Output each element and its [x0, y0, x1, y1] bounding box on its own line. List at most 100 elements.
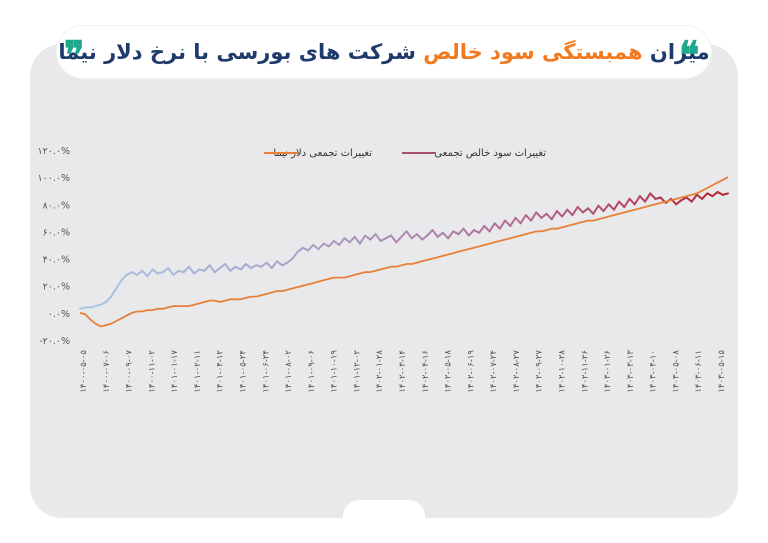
- x-tick-label: ۱۴۰۰-۰۵-۰۵: [79, 350, 89, 393]
- profit-series-segment: [457, 227, 465, 236]
- profit-series-segment: [498, 219, 507, 230]
- x-tick-label: ۱۴۰۳-۰۶-۱۱: [694, 350, 704, 393]
- profit-series-segment: [104, 295, 113, 303]
- x-tick-label: ۱۴۰۲-۰۶-۱۹: [466, 350, 476, 393]
- profit-series-segment: [571, 206, 579, 217]
- profit-series-segment: [623, 197, 631, 208]
- profit-series-segment: [685, 196, 693, 203]
- profit-series-segment: [307, 244, 315, 252]
- x-tick-label: ۱۴۰۳-۰۴-۱۰: [649, 350, 659, 393]
- profit-series-segment: [358, 234, 367, 245]
- profit-series-segment: [203, 264, 211, 272]
- y-tick-label: ۶۰.۰%: [43, 227, 70, 238]
- y-tick-label: -۲۰.۰%: [39, 336, 70, 347]
- profit-series-segment: [597, 204, 605, 213]
- chart-card: [30, 44, 738, 518]
- y-tick-label: ۱۰۰.۰%: [38, 173, 70, 184]
- x-tick-label: ۱۴۰۱-۰۸-۰۲: [284, 350, 294, 393]
- profit-series-segment: [426, 229, 434, 237]
- x-tick-label: ۱۴۰۲-۱۰-۲۸: [558, 350, 568, 393]
- profit-series-segment: [701, 192, 709, 200]
- profit-series-segment: [244, 263, 253, 270]
- x-tick-label: ۱۴۰۱-۰۹-۰۶: [307, 350, 317, 393]
- y-tick-label: ۲۰.۰%: [43, 282, 70, 293]
- x-tick-label: ۱۴۰۱-۰۵-۲۴: [239, 350, 249, 393]
- title-banner: میزان همبستگی سود خالص شرکت های بورسی با…: [57, 26, 711, 78]
- title-part-1: میزان: [642, 40, 710, 64]
- profit-series-segment: [270, 260, 278, 270]
- profit-series-segment: [317, 242, 325, 251]
- x-tick-label: ۱۴۰۳-۰۵-۰۸: [671, 350, 681, 393]
- profit-series-segment: [353, 235, 361, 245]
- x-tick-label: ۱۴۰۳-۰۱-۲۶: [603, 350, 613, 393]
- profit-series-segment: [576, 206, 584, 214]
- profit-series-segment: [364, 234, 372, 241]
- profit-series-segment: [436, 231, 444, 238]
- profit-series-segment: [286, 257, 294, 264]
- profit-series-segment: [400, 230, 408, 238]
- x-tick-label: ۱۴۰۲-۰۴-۱۶: [421, 350, 431, 393]
- x-tick-label: ۱۴۰۱-۱۰-۱۹: [330, 350, 340, 393]
- profit-series-segment: [690, 193, 698, 203]
- profit-series-segment: [110, 287, 118, 298]
- profit-series-segment: [390, 234, 398, 244]
- profit-series-segment: [410, 233, 418, 240]
- profit-series-segment: [260, 261, 268, 268]
- y-tick-label: ۰.۰%: [48, 309, 70, 320]
- profit-series-segment: [483, 225, 491, 233]
- x-tick-label: ۱۴۰۱-۰۲-۱۱: [193, 350, 203, 393]
- profit-series-segment: [146, 268, 154, 278]
- x-tick-label: ۱۴۰۱-۰۴-۱۲: [216, 350, 226, 393]
- profit-series-segment: [275, 260, 284, 267]
- profit-series-segment: [229, 265, 237, 272]
- profit-series-segment: [327, 239, 336, 248]
- profit-series-segment: [561, 208, 569, 218]
- profit-series-segment: [441, 231, 450, 240]
- profit-series-segment: [421, 234, 429, 241]
- profit-series-segment: [618, 200, 626, 208]
- profit-series-segment: [524, 214, 533, 222]
- profit-series-segment: [265, 261, 273, 270]
- profit-series-segment: [333, 239, 341, 246]
- quote-open-icon: ❞: [64, 32, 85, 77]
- profit-series-segment: [711, 191, 719, 198]
- x-tick-label: ۱۴۰۲-۱۱-۲۶: [580, 350, 590, 393]
- profit-series-segment: [296, 246, 304, 253]
- quote-close-icon: ❝: [679, 32, 700, 77]
- profit-series-segment: [218, 263, 227, 270]
- profit-series-segment: [239, 263, 247, 271]
- profit-series-segment: [535, 211, 543, 219]
- profit-series-segment: [540, 212, 548, 219]
- profit-series-segment: [612, 200, 621, 211]
- profit-series-segment: [395, 235, 403, 244]
- x-tick-label: ۱۴۰۳-۰۵-۱۵: [717, 350, 727, 393]
- profit-series-segment: [120, 273, 128, 282]
- profit-series-segment: [721, 192, 729, 196]
- profit-series-segment: [566, 208, 574, 217]
- x-tick-label: ۱۴۰۲-۰۵-۱۸: [444, 350, 454, 393]
- profit-series-segment: [224, 263, 232, 272]
- profit-series-segment: [193, 268, 201, 275]
- profit-series-segment: [555, 210, 564, 218]
- profit-series-segment: [592, 204, 600, 215]
- x-tick-label: ۱۴۰۳-۰۳-۱۳: [626, 350, 636, 393]
- profit-series-segment: [602, 203, 610, 213]
- profit-series-segment: [628, 197, 636, 206]
- profit-series-segment: [161, 267, 170, 274]
- profit-series-segment: [488, 222, 496, 233]
- page-title: میزان همبستگی سود خالص شرکت های بورسی با…: [58, 40, 709, 64]
- y-tick-label: ۱۲۰.۰%: [38, 146, 70, 157]
- profit-series-segment: [545, 212, 553, 221]
- x-tick-label: ۱۴۰۲-۰۷-۲۴: [489, 350, 499, 393]
- x-tick-label: ۱۴۰۰-۰۷-۰۶: [102, 350, 112, 393]
- x-tick-label: ۱۴۰۱-۱۲-۰۲: [352, 350, 362, 393]
- profit-series-segment: [291, 250, 299, 260]
- profit-series-segment: [649, 192, 657, 200]
- profit-series-segment: [115, 279, 123, 290]
- profit-series-segment: [587, 207, 595, 215]
- profit-series-segment: [504, 219, 512, 227]
- profit-series-segment: [405, 230, 413, 240]
- profit-series-segment: [478, 225, 486, 234]
- x-tick-label: ۱۴۰۲-۰۸-۲۷: [512, 350, 522, 393]
